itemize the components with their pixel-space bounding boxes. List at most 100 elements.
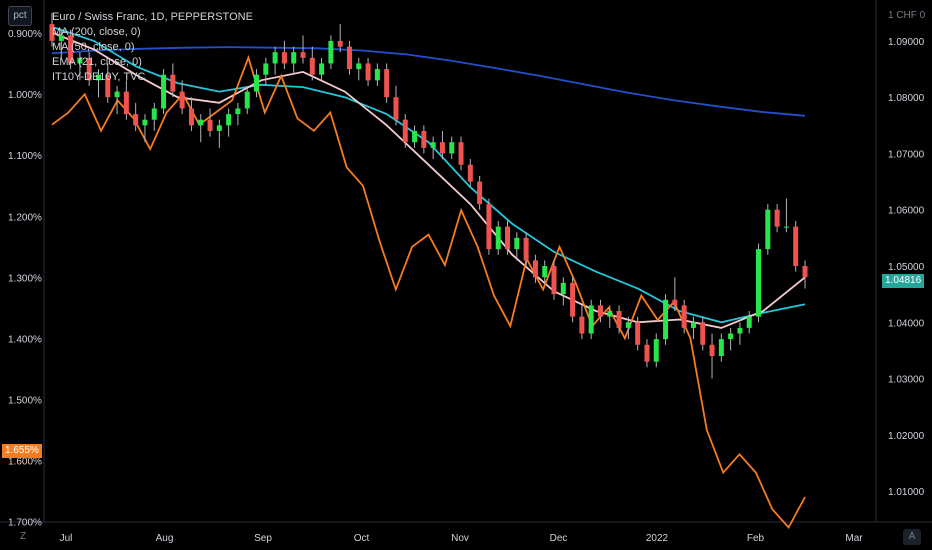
candle-body	[449, 142, 455, 154]
candle-body	[77, 57, 83, 64]
candle-body	[68, 35, 74, 64]
series-line-ma	[51, 46, 806, 117]
candles	[49, 12, 808, 379]
candle-body	[709, 344, 715, 357]
auto-scale-button[interactable]: A	[903, 529, 921, 545]
series-line-ma	[51, 26, 806, 324]
left-tick-label: 1.600%	[8, 456, 42, 467]
x-tick-label: Sep	[254, 533, 272, 544]
x-tick-label: Dec	[550, 533, 568, 544]
candle-body	[86, 57, 92, 81]
left-tick-label: 1.400%	[8, 334, 42, 345]
last-spread-tag: 1.655%	[2, 444, 42, 458]
zoom-button[interactable]: Z	[19, 531, 27, 542]
candle-body	[179, 91, 185, 109]
candle-body	[365, 63, 371, 81]
candle-body	[690, 322, 696, 328]
candle-body	[467, 164, 473, 182]
left-tick-label: 1.300%	[8, 273, 42, 284]
candle-body	[235, 108, 241, 115]
candle-body	[672, 299, 678, 306]
candle-body	[430, 142, 436, 148]
candle-body	[560, 282, 566, 295]
candle-body	[319, 63, 325, 75]
candle-body	[495, 226, 501, 250]
candle-body	[718, 339, 724, 357]
right-tick-label: 1.09000	[888, 37, 925, 48]
candle-body	[746, 316, 752, 328]
candle-body	[765, 209, 771, 250]
candle-body	[700, 322, 706, 345]
candle-body	[114, 91, 120, 98]
candle-body	[607, 311, 613, 317]
candle-body	[579, 316, 585, 334]
series-line-ema	[51, 31, 806, 329]
percent-scale-button[interactable]: pct	[8, 6, 32, 26]
candle-body	[216, 125, 222, 131]
candle-body	[188, 108, 194, 126]
candle-body	[226, 114, 232, 126]
candle-body	[793, 226, 799, 266]
candle-body	[309, 57, 315, 75]
candle-body	[588, 305, 594, 334]
last-price-tag: 1.04816	[882, 274, 925, 288]
legend-ema21[interactable]: EMA (21, close, 0)	[52, 56, 142, 68]
candle-body	[105, 74, 111, 98]
candle-body	[123, 91, 129, 115]
candle-body	[244, 91, 250, 109]
legend-spread[interactable]: IT10Y-DE10Y, TVC	[52, 71, 146, 83]
candle-body	[161, 74, 167, 109]
candle-body	[625, 322, 631, 328]
candle-body	[486, 204, 492, 250]
candle-body	[477, 181, 483, 205]
candle-body	[402, 119, 408, 143]
x-tick-label: Jul	[60, 533, 73, 544]
left-tick-label: 1.100%	[8, 151, 42, 162]
candle-body	[728, 333, 734, 340]
right-tick-label: 1.06000	[888, 206, 925, 217]
right-tick-label: 1.03000	[888, 375, 925, 386]
candle-body	[542, 266, 548, 278]
candle-body	[207, 119, 213, 131]
x-tick-label: Aug	[156, 533, 174, 544]
candle-body	[95, 74, 101, 81]
candle-body	[681, 305, 687, 328]
candle-body	[514, 237, 520, 250]
right-tick-label: 1.04000	[888, 318, 925, 329]
candle-body	[384, 69, 390, 98]
x-tick-label: Nov	[451, 533, 469, 544]
left-tick-label: 1.500%	[8, 395, 42, 406]
legend-symbol[interactable]: Euro / Swiss Franc, 1D, PEPPERSTONE	[52, 11, 253, 23]
candle-body	[551, 266, 557, 295]
candle-body	[597, 305, 603, 317]
legend-ma200[interactable]: MA (200, close, 0)	[52, 26, 141, 38]
candle-body	[263, 63, 269, 75]
candle-body	[49, 24, 55, 41]
candle-body	[300, 52, 306, 58]
legend-ma50[interactable]: MA (50, close, 0)	[52, 41, 135, 53]
candle-body	[328, 40, 334, 64]
series-line-it10yde10y	[51, 54, 806, 530]
candle-body	[142, 119, 148, 126]
candle-body	[458, 142, 464, 165]
candle-body	[616, 311, 622, 328]
x-tick-label: Feb	[747, 533, 765, 544]
candle-body	[374, 69, 380, 81]
indicator-lines	[51, 26, 806, 530]
candle-body	[774, 209, 780, 227]
chart-grid	[0, 0, 932, 523]
candle-body	[570, 282, 576, 317]
candle-body	[254, 74, 260, 92]
candle-body	[133, 114, 139, 126]
candle-body	[337, 40, 343, 47]
candle-body	[393, 97, 399, 120]
x-tick-label: Mar	[845, 533, 863, 544]
x-tick-label: 2022	[646, 533, 669, 544]
candle-body	[281, 52, 287, 64]
candle-body	[644, 344, 650, 362]
left-tick-label: 1.700%	[8, 517, 42, 528]
candle-body	[635, 322, 641, 345]
chart-axes: 1.09000 1.08000 1.07000 1.06000 1.05000 1.040…	[8, 29, 925, 544]
candle-body	[737, 327, 743, 334]
